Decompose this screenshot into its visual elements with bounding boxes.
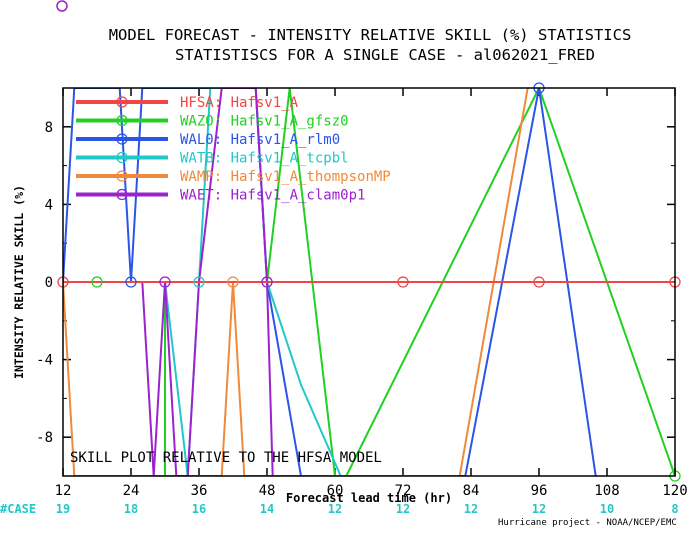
legend-id-hfsa: HFSA: [180,95,231,111]
marker-hfsa [533,276,545,288]
legend-id-wal0: WAL0: [180,132,231,148]
legend-id-wazo: WAZO: [180,114,231,130]
x-tick-label: 24 [123,483,140,499]
y-tick-label: -8 [36,430,53,446]
x-tick-label: 60 [327,483,344,499]
case-count: 10 [600,502,614,516]
marker-wazo [91,276,103,288]
marker-watb [193,276,205,288]
series-lines [63,88,675,476]
legend-marker-waet [116,188,128,201]
y-axis-label: INTENSITY RELATIVE SKILL (%) [12,185,26,379]
legend-name-wal0: Hafsv1_A_rlm0 [231,132,341,148]
legend-id-watb: WATB: [180,151,231,167]
x-tick-label: 72 [395,483,412,499]
x-tick-label: 108 [594,483,619,499]
case-count: 16 [192,502,206,516]
legend-name-wazo: Hafsv1_A_gfsz0 [231,114,349,130]
case-count: 8 [671,502,678,516]
marker-wal0 [125,276,137,288]
legend-marker-wal0 [116,133,128,145]
y-tick-label: 4 [45,197,53,213]
corner-marker-icon [56,0,68,12]
case-count: 18 [124,502,138,516]
x-axis-label: Forecast lead time (hr) [286,491,452,505]
marker-wamp [227,276,239,288]
legend-entry-watb: WATB: Hafsv1_A_tcpbl [180,151,349,167]
series-line-wal0 [63,88,597,476]
y-tick-label: 0 [45,275,53,291]
case-count: 12 [396,502,410,516]
legend-name-watb: Hafsv1_A_tcpbl [231,151,349,167]
legend-id-wamp: WAMP: [180,169,231,185]
legend-marker-watb [116,151,128,164]
chart-title: MODEL FORECAST - INTENSITY RELATIVE SKIL… [109,26,632,44]
legend-entry-waet: WAET: Hafsv1_A_clam0p1 [180,188,365,204]
legend-entry-wazo: WAZO: Hafsv1_A_gfsz0 [180,114,349,130]
series-line-waet [63,88,274,476]
x-tick-label: 36 [191,483,208,499]
chart-subtitle: STATISTISCS FOR A SINGLE CASE - al062021… [175,46,595,64]
case-label: #CASE [0,502,36,516]
case-count: 12 [532,502,546,516]
marker-waet [261,276,273,288]
x-tick-label: 12 [55,483,72,499]
x-tick-label: 48 [259,483,276,499]
legend-marker-hfsa [116,96,128,108]
marker-hfsa [397,276,409,288]
case-count: 19 [56,502,70,516]
marker-waet [159,276,171,288]
legend-entry-hfsa: HFSA: Hafsv1_A [180,95,299,111]
case-count: 12 [328,502,342,516]
plot-frame [62,87,676,477]
credit-text: Hurricane project - NOAA/NCEP/EMC [498,518,677,528]
legend-name-wamp: Hafsv1_A_thompsonMP [231,169,391,185]
legend-entry-wamp: WAMP: Hafsv1_A_thompsonMP [180,169,391,185]
legend-marker-wazo [116,114,128,127]
skill-annotation: SKILL PLOT RELATIVE TO THE HFSA MODEL [70,450,382,466]
series-line-watb [63,88,342,476]
case-count: 14 [260,502,274,516]
y-tick-label: 8 [45,120,53,136]
case-count: 12 [464,502,478,516]
legend-name-waet: Hafsv1_A_clam0p1 [231,188,366,204]
x-tick-label: 96 [531,483,548,499]
y-tick-label: -4 [36,353,53,369]
x-tick-label: 120 [662,483,687,499]
legend-id-waet: WAET: [180,188,231,204]
legend-entry-wal0: WAL0: Hafsv1_A_rlm0 [180,132,340,148]
legend-marker-wamp [116,170,128,182]
legend-name-hfsa: Hafsv1_A [231,95,299,111]
x-tick-label: 84 [463,483,480,499]
